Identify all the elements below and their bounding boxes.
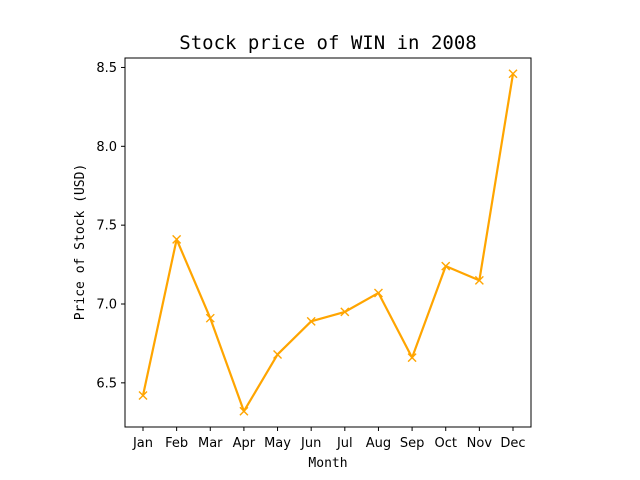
y-axis: 6.5 7.0 7.5 8.0 8.5 xyxy=(96,61,125,391)
y-tick-label: 7.5 xyxy=(96,219,117,234)
x-tick-label: Jul xyxy=(336,436,353,451)
x-tick-label: Aug xyxy=(366,436,391,451)
data-point-marker xyxy=(340,307,350,317)
x-tick-label: Oct xyxy=(434,436,456,451)
data-point-marker xyxy=(205,313,215,323)
plot-area xyxy=(138,69,518,416)
data-point-marker xyxy=(239,406,249,416)
y-tick-label: 8.5 xyxy=(96,61,117,76)
data-point-marker xyxy=(407,353,417,363)
y-tick-label: 7.0 xyxy=(96,298,117,313)
y-axis-label: Price of Stock (USD) xyxy=(73,164,88,321)
y-tick-label: 8.0 xyxy=(96,140,117,155)
data-point-marker xyxy=(474,275,484,285)
data-point-marker xyxy=(138,390,148,400)
data-point-marker xyxy=(306,316,316,326)
data-point-marker xyxy=(373,288,383,298)
axes-frame xyxy=(124,57,532,428)
data-point-marker xyxy=(441,261,451,271)
data-point-marker xyxy=(273,349,283,359)
x-tick-label: Dec xyxy=(500,436,525,451)
y-tick-label: 6.5 xyxy=(96,376,117,391)
chart-title: Stock price of WIN in 2008 xyxy=(179,32,476,54)
x-tick-label: Jan xyxy=(132,436,153,451)
series-line xyxy=(141,73,515,413)
x-tick-label: Sep xyxy=(400,436,425,451)
x-axis-label: Month xyxy=(308,456,347,471)
x-axis: Jan Feb Mar Apr May Jun Jul Aug Sep Oct Nov Dec xyxy=(132,427,526,451)
x-tick-label: Jun xyxy=(300,436,321,451)
x-tick-label: Apr xyxy=(233,436,256,451)
data-point-marker xyxy=(508,69,518,79)
x-tick-label: Mar xyxy=(198,436,223,451)
data-point-marker xyxy=(172,234,182,244)
x-tick-label: Feb xyxy=(165,436,188,451)
x-tick-label: Nov xyxy=(467,436,493,451)
x-tick-label: May xyxy=(264,436,291,451)
